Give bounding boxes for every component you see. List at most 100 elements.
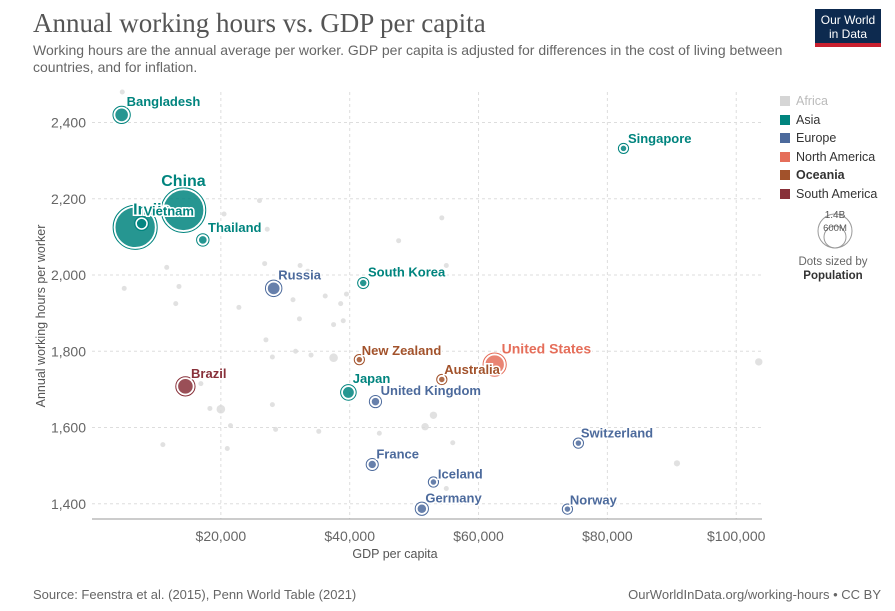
point-brazil[interactable] (175, 376, 196, 397)
background-point (343, 291, 349, 297)
background-point (208, 221, 214, 227)
point-france[interactable] (365, 457, 379, 472)
page-subtitle: Working hours are the annual average per… (33, 42, 783, 75)
point-germany[interactable] (414, 501, 429, 516)
legend-item-north-america[interactable]: North America (780, 148, 890, 167)
point-marker[interactable] (341, 385, 356, 400)
point-ring (112, 204, 158, 250)
point-marker[interactable] (358, 278, 368, 288)
legend-label: Africa (796, 94, 828, 109)
point-vietnam[interactable] (134, 216, 150, 232)
point-marker[interactable] (113, 107, 130, 123)
background-point (290, 297, 296, 303)
point-label-united-kingdom: United Kingdom (381, 383, 481, 398)
point-label-singapore: Singapore (628, 131, 692, 146)
point-switzerland[interactable] (572, 437, 584, 449)
data-points (112, 105, 630, 516)
legend-swatch (780, 114, 790, 125)
background-point (305, 268, 311, 274)
background-point (308, 352, 314, 358)
point-label-china: China (161, 173, 206, 190)
legend-swatch (780, 170, 790, 181)
point-label-germany: Germany (425, 491, 482, 506)
point-japan[interactable] (340, 384, 357, 401)
legend-item-africa[interactable]: Africa (780, 92, 890, 111)
point-marker[interactable] (135, 217, 148, 230)
x-tick-label: $40,000 (324, 528, 375, 544)
background-point (269, 354, 275, 360)
point-marker[interactable] (370, 396, 381, 407)
x-tick-label: $80,000 (582, 528, 633, 544)
background-point (376, 430, 382, 436)
point-australia[interactable] (436, 373, 448, 386)
point-label-norway: Norway (570, 493, 618, 508)
point-ring (617, 142, 630, 155)
y-tick-label: 2,400 (51, 115, 86, 131)
point-russia[interactable] (264, 279, 283, 298)
background-point (224, 445, 230, 451)
background-point (207, 405, 213, 411)
background-point (216, 404, 226, 414)
point-china[interactable] (160, 187, 207, 233)
point-norway[interactable] (561, 503, 574, 515)
legend-swatch (780, 188, 790, 199)
point-marker[interactable] (437, 375, 447, 384)
point-ring (160, 187, 207, 233)
background-point (263, 337, 269, 343)
point-marker[interactable] (355, 355, 364, 364)
point-united-states[interactable] (482, 352, 507, 377)
background-point (331, 322, 337, 328)
point-marker[interactable] (266, 280, 282, 296)
y-tick-label: 1,800 (51, 343, 86, 359)
point-ring (357, 276, 370, 290)
point-thailand[interactable] (196, 233, 210, 247)
background-point (160, 442, 166, 448)
background-point (338, 301, 344, 307)
point-label-france: France (376, 447, 419, 462)
point-ring (112, 105, 131, 125)
credit-link[interactable]: OurWorldInData.org/working-hours • CC BY (628, 587, 881, 602)
point-label-india: India (133, 201, 170, 218)
region-legend: Africa Asia Europe North America Oceania Sout… (780, 92, 890, 203)
y-tick-label: 2,200 (51, 191, 86, 207)
background-point (221, 211, 227, 217)
point-marker[interactable] (176, 377, 195, 396)
legend-item-south-america[interactable]: South America (780, 185, 890, 204)
point-label-japan: Japan (353, 371, 391, 386)
legend-label: Asia (796, 112, 821, 127)
point-bangladesh[interactable] (112, 105, 131, 125)
point-marker[interactable] (563, 504, 572, 514)
point-marker[interactable] (197, 234, 209, 246)
legend-swatch (780, 133, 790, 144)
point-marker[interactable] (429, 477, 438, 487)
owid-logo[interactable]: Our World in Data (815, 9, 881, 47)
legend-item-europe[interactable]: Europe (780, 129, 890, 148)
background-point (421, 423, 429, 431)
point-marker[interactable] (574, 438, 583, 448)
point-ring (175, 376, 196, 397)
background-point (236, 304, 242, 310)
point-marker[interactable] (483, 353, 506, 376)
point-label-russia: Russia (278, 268, 321, 283)
point-new-zealand[interactable] (353, 354, 365, 366)
y-tick-label: 1,400 (51, 496, 86, 512)
point-marker[interactable] (416, 502, 428, 515)
point-ring (264, 279, 283, 298)
point-iceland[interactable] (427, 476, 440, 488)
background-point (673, 460, 681, 467)
point-singapore[interactable] (617, 142, 630, 155)
source-note: Source: Feenstra et al. (2015), Penn Wor… (33, 587, 357, 602)
point-marker[interactable] (619, 144, 628, 153)
size-legend: 1.4B 600M (780, 206, 890, 255)
point-south-korea[interactable] (357, 276, 370, 290)
point-united-kingdom[interactable] (368, 394, 383, 409)
point-marker[interactable] (162, 188, 205, 232)
background-points (119, 89, 763, 491)
point-label-australia: Australia (444, 362, 500, 377)
legend-item-asia[interactable]: Asia (780, 111, 890, 130)
background-point (164, 264, 170, 270)
legend-item-oceania[interactable]: Oceania (780, 166, 890, 185)
point-marker[interactable] (367, 459, 378, 470)
logo-line-1: Our World (820, 13, 876, 27)
